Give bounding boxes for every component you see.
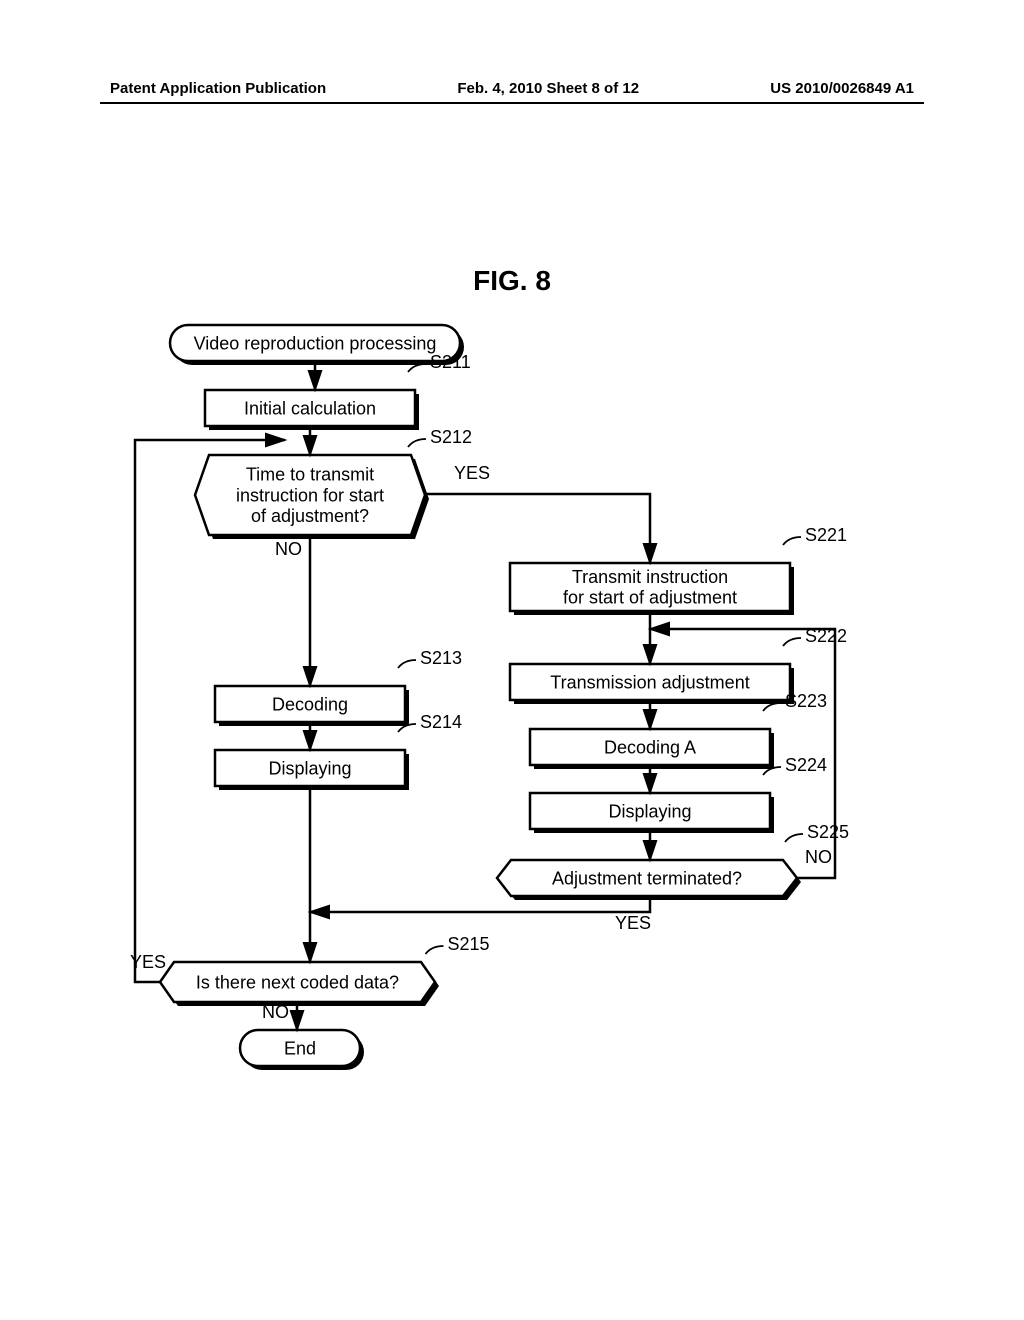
svg-text:S221: S221: [805, 525, 847, 545]
page: Patent Application Publication Feb. 4, 2…: [0, 0, 1024, 1320]
svg-text:S223: S223: [785, 691, 827, 711]
svg-text:NO: NO: [805, 847, 832, 867]
node-text: Decoding A: [604, 737, 696, 757]
flowchart: Video reproduction processing Initial cal…: [0, 0, 1024, 1320]
node-text: Displaying: [268, 758, 351, 778]
svg-text:YES: YES: [454, 463, 490, 483]
node-text: Decoding: [272, 694, 348, 714]
svg-text:S224: S224: [785, 755, 827, 775]
svg-text:YES: YES: [130, 952, 166, 972]
svg-text:S213: S213: [420, 648, 462, 668]
node-text: Is there next coded data?: [196, 972, 399, 992]
svg-text:NO: NO: [262, 1002, 289, 1022]
svg-text:S214: S214: [420, 712, 462, 732]
node-text: Time to transmitinstruction for startof …: [236, 465, 384, 526]
node-text: Displaying: [608, 801, 691, 821]
svg-text:NO: NO: [275, 539, 302, 559]
svg-text:S225: S225: [807, 822, 849, 842]
node-text: Transmission adjustment: [550, 672, 749, 692]
svg-text:YES: YES: [615, 913, 651, 933]
node-text: Initial calculation: [244, 398, 376, 418]
svg-text:S212: S212: [430, 427, 472, 447]
node-text: Adjustment terminated?: [552, 868, 742, 888]
svg-text:S215: S215: [448, 934, 490, 954]
svg-text:S211: S211: [430, 352, 471, 372]
node-text: End: [284, 1038, 316, 1058]
node-text: Video reproduction processing: [194, 333, 437, 353]
node-text: Transmit instructionfor start of adjustm…: [563, 567, 737, 608]
